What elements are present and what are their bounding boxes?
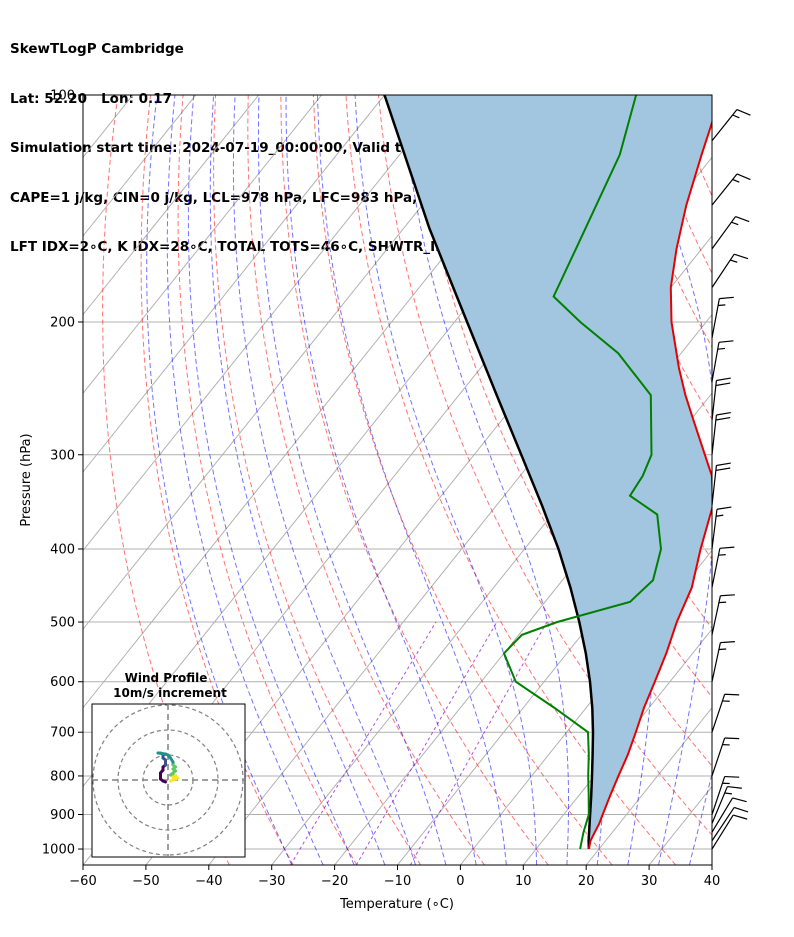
isotherm-line [83,95,260,316]
wind-barb [711,462,731,506]
header-title: SkewTLogP Cambridge [10,41,184,57]
dry-adiabat [737,95,794,865]
x-axis-ticks: −60 −50 −40 −30 −20 −10 0 10 20 30 40 [69,865,720,889]
y-tick-label: 200 [50,315,75,330]
x-tick-label: 10 [515,874,532,889]
wind-barb [711,411,731,455]
x-tick-label: −50 [132,874,159,889]
wind-barb [711,546,735,588]
wind-barb [711,253,749,288]
inset-subtitle: 10m/s increment [113,686,227,700]
moist-adiabat [146,95,293,865]
y-tick-label: 700 [50,726,75,741]
moist-adiabat [257,95,447,865]
mixing-ratio-line [409,621,548,865]
dewpoint-line [502,95,663,850]
hodograph-segment [169,778,175,783]
temperature-line [587,119,712,850]
dry-adiabat [213,95,422,865]
moist-adiabat [209,95,386,865]
x-tick-label: 30 [641,874,658,889]
dry-adiabat [247,95,485,865]
hodograph-rings [92,704,245,857]
moist-adiabat [631,95,712,865]
y-tick-label: 500 [50,616,75,631]
mixing-ratio-lines [290,621,548,865]
wind-barb [711,806,749,842]
wind-profile-inset: Wind Profile 10m/s increment [91,671,246,858]
x-tick-label: 0 [456,874,464,889]
wind-barb [711,785,742,824]
wind-barb [711,296,734,339]
isotherm-line [208,235,712,865]
wind-barb [711,641,735,682]
wind-barb [711,693,740,733]
isotherm-line [0,95,70,865]
isotherm-line [83,95,385,473]
wind-barb [711,173,751,206]
cape-shaded-area [384,95,712,849]
isotherm-line [83,95,448,552]
x-tick-label: −60 [69,874,96,889]
parcel-profile-line [383,95,595,850]
y-tick-label: 800 [50,769,75,784]
isotherm-line [83,95,511,630]
y-tick-label: 1000 [42,843,75,858]
x-tick-label: −30 [258,874,285,889]
y-tick-label: 400 [50,542,75,557]
isotherm-line [83,95,197,237]
dry-adiabat [177,95,358,865]
moist-adiabat [187,95,355,865]
y-tick-label: 100 [50,89,75,104]
wind-barb [711,797,747,833]
moist-adiabat [317,95,507,865]
y-tick-label: 300 [50,448,75,463]
wind-barb [711,377,731,421]
x-tick-label: −20 [321,874,348,889]
wind-barb [711,775,740,815]
y-tick-label: 900 [50,808,75,823]
x-tick-label: 20 [578,874,595,889]
moist-adiabat [232,95,416,865]
moist-adiabat [720,95,794,865]
y-axis-label: Pressure (hPa) [19,433,34,526]
dry-adiabat [312,95,613,865]
y-tick-label: 600 [50,675,75,690]
x-axis-label: Temperature (∘C) [339,897,454,912]
wind-barb [711,108,751,142]
dry-adiabat [140,95,294,865]
dry-adiabat [770,95,794,865]
dry-adiabat [280,95,549,865]
dry-adiabat [573,95,712,421]
wind-barb [711,737,740,777]
moist-adiabat [166,95,324,865]
dry-adiabat [378,95,712,836]
x-tick-label: −40 [195,874,222,889]
wind-barb [711,814,748,850]
dry-adiabat [345,95,677,865]
wind-barb [711,594,735,636]
isotherm-line [83,95,322,395]
isotherm-line [585,706,712,865]
mixing-ratio-line [355,621,498,865]
y-axis-ticks: 100 200 300 400 500 600 700 800 900 1000 [42,89,83,858]
dry-adiabat [703,95,712,117]
mixing-ratio-line [290,621,437,865]
wind-barbs [711,108,751,850]
x-tick-label: 40 [704,874,721,889]
wind-barb [711,215,750,250]
wind-barb [711,506,732,550]
wind-barb [711,340,734,382]
x-tick-label: −10 [384,874,411,889]
inset-title: Wind Profile [125,671,208,685]
isotherm-line [711,864,712,865]
moist-adiabat [400,95,569,865]
isotherm-line [460,549,712,865]
